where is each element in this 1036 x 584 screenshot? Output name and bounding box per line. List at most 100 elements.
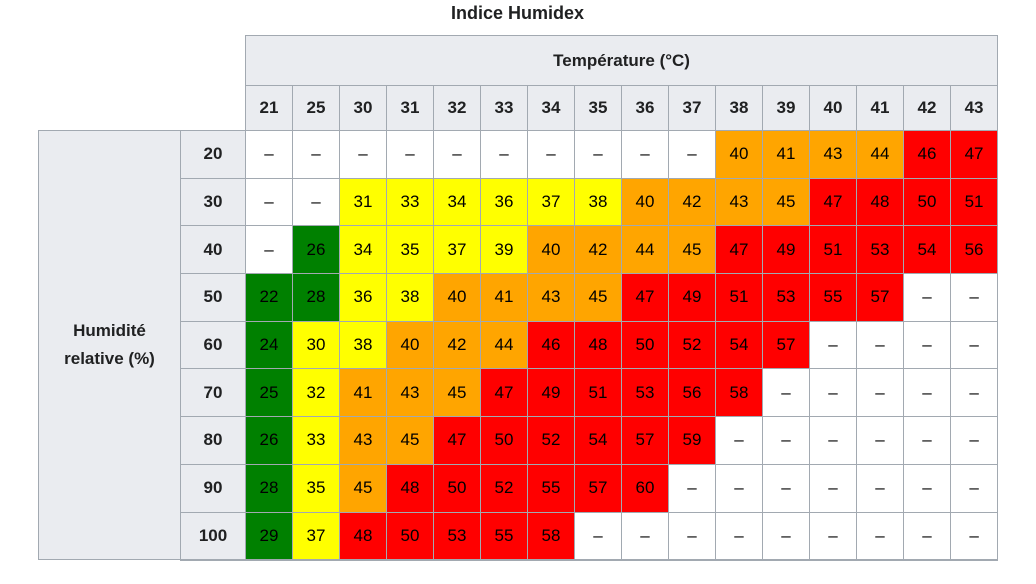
humidity-row-header: 40 [180, 225, 246, 275]
humidex-cell: 47 [715, 225, 763, 275]
humidex-cell: 42 [668, 177, 716, 227]
humidex-cell: – [949, 273, 999, 322]
humidex-cell: 48 [856, 177, 904, 227]
humidex-cell: 40 [433, 273, 481, 322]
humidex-cell: 50 [621, 320, 669, 370]
humidex-cell: – [715, 511, 763, 561]
temperature-column-header: 43 [949, 85, 999, 131]
humidex-cell: 36 [480, 177, 528, 227]
humidex-cell: – [949, 416, 999, 465]
humidex-cell: 37 [527, 177, 575, 227]
humidex-cell: 43 [386, 368, 434, 418]
humidity-row-header: 30 [180, 177, 246, 227]
humidex-cell: 42 [574, 225, 622, 275]
humidex-cell: 28 [292, 273, 340, 322]
temperature-columns-row: 21 25 30 31 32 33 34 35 36 37 38 39 40 41 42 43 [38, 85, 999, 131]
humidex-cell: 45 [668, 225, 716, 275]
humidex-cell: 55 [527, 463, 575, 513]
humidex-cell: 51 [949, 177, 999, 227]
humidex-cell: 22 [245, 273, 293, 322]
humidex-cell: 39 [480, 225, 528, 275]
humidex-cell: 53 [762, 273, 810, 322]
humidex-cell: 24 [245, 320, 293, 370]
humidex-cell: 59 [668, 416, 716, 465]
temperature-column-header: 42 [903, 85, 951, 131]
humidity-row-header: 90 [180, 463, 246, 513]
humidex-cell: – [668, 130, 716, 179]
humidex-cell: – [715, 416, 763, 465]
humidex-cell: 41 [339, 368, 387, 418]
humidex-cell: – [903, 511, 951, 561]
humidex-cell: – [574, 130, 622, 179]
humidex-table-body: Humidité relative (%) 20– – – – – – – – – –40 41 43 4… [38, 129, 999, 561]
humidex-cell: – [386, 130, 434, 179]
humidity-row-header: 100 [180, 511, 246, 561]
humidex-cell: 26 [292, 225, 340, 275]
humidex-cell: – [762, 368, 810, 418]
humidex-cell: 47 [949, 130, 999, 179]
humidex-cell: 43 [715, 177, 763, 227]
humidex-cell: 44 [621, 225, 669, 275]
humidex-cell: – [339, 130, 387, 179]
humidex-cell: 52 [527, 416, 575, 465]
temperature-column-header: 31 [386, 85, 434, 131]
humidex-cell: 40 [715, 130, 763, 179]
humidity-row-header: 50 [180, 273, 246, 322]
humidex-cell: – [809, 511, 857, 561]
humidex-cell: 40 [621, 177, 669, 227]
humidex-cell: – [433, 130, 481, 179]
humidex-cell: – [480, 130, 528, 179]
humidex-row: Humidité relative (%) 20– – – – – – – – – –40 41 43 4… [38, 129, 999, 561]
humidex-cell: 50 [903, 177, 951, 227]
temperature-column-header: 40 [809, 85, 857, 131]
page-title: Indice Humidex [450, 3, 585, 23]
temperature-column-header: 35 [574, 85, 622, 131]
humidex-cell: 54 [574, 416, 622, 465]
humidex-cell: 57 [621, 416, 669, 465]
humidex-cell: 51 [574, 368, 622, 418]
humidex-cell: 53 [621, 368, 669, 418]
humidex-cell: 57 [762, 320, 810, 370]
humidex-cell: 25 [245, 368, 293, 418]
humidex-row: 100 29 37 48 50 53 55 58– – – – – – – – – [39, 511, 999, 561]
humidex-cell: 42 [433, 320, 481, 370]
humidex-cell: – [668, 511, 716, 561]
humidex-cell: 55 [809, 273, 857, 322]
temperature-column-header: 32 [433, 85, 481, 131]
humidex-cell: 48 [574, 320, 622, 370]
temperature-column-header: 33 [480, 85, 528, 131]
humidex-cell: – [715, 463, 763, 513]
humidex-cell: 43 [339, 416, 387, 465]
temperature-column-header: 25 [292, 85, 340, 131]
humidex-cell: – [574, 511, 622, 561]
humidex-row: 80 26 33 43 45 47 50 52 54 57 59– – – – – – [39, 416, 999, 465]
humidex-row: 70 25 32 41 43 45 47 49 51 53 56 58– – – – – [39, 368, 999, 418]
humidex-cell: 47 [433, 416, 481, 465]
humidex-cell: – [809, 320, 857, 370]
humidex-cell: 56 [949, 225, 999, 275]
humidex-cell: 57 [856, 273, 904, 322]
humidex-cell: – [949, 320, 999, 370]
temperature-column-header: 21 [245, 85, 293, 131]
humidex-cell: 45 [339, 463, 387, 513]
humidex-cell: – [903, 368, 951, 418]
humidex-cell: – [527, 130, 575, 179]
humidex-cell: 47 [621, 273, 669, 322]
humidex-cell: 43 [527, 273, 575, 322]
humidex-cell: 30 [292, 320, 340, 370]
humidex-cell: 56 [668, 368, 716, 418]
humidex-cell: – [292, 130, 340, 179]
humidex-cell: 49 [668, 273, 716, 322]
humidex-cell: – [762, 511, 810, 561]
humidex-cell: 37 [433, 225, 481, 275]
humidex-cell: 58 [715, 368, 763, 418]
humidex-cell: 26 [245, 416, 293, 465]
temperature-column-header: 36 [621, 85, 669, 131]
humidex-cell: 41 [762, 130, 810, 179]
temperature-column-header: 41 [856, 85, 904, 131]
humidex-cell: – [621, 130, 669, 179]
temperature-column-header: 38 [715, 85, 763, 131]
humidex-cell: – [809, 368, 857, 418]
humidity-row-header: 60 [180, 320, 246, 370]
